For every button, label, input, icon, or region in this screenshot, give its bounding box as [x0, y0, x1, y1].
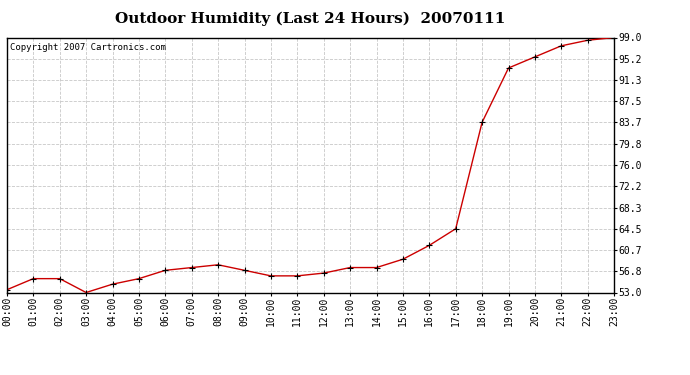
Text: Copyright 2007 Cartronics.com: Copyright 2007 Cartronics.com	[10, 43, 166, 52]
Text: Outdoor Humidity (Last 24 Hours)  20070111: Outdoor Humidity (Last 24 Hours) 2007011…	[115, 11, 506, 26]
